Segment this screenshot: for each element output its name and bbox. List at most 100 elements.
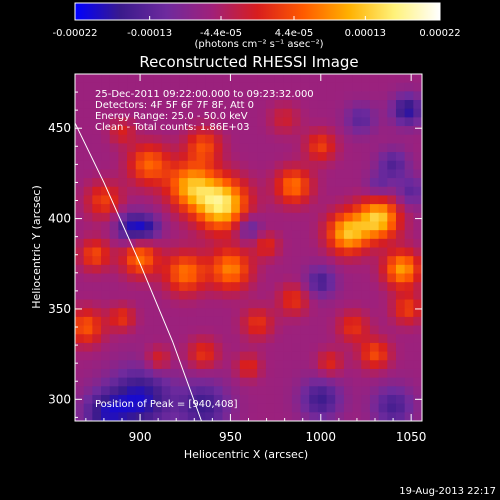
heatmap-cell	[75, 360, 85, 370]
solar-limb-line	[75, 121, 202, 421]
heatmap-cell	[92, 308, 102, 318]
heatmap-cell	[265, 134, 276, 144]
heatmap-cell	[83, 230, 93, 240]
heatmap-cell	[361, 195, 371, 205]
heatmap-cell	[352, 212, 362, 223]
heatmap-cell	[135, 117, 145, 127]
heatmap-cell	[213, 273, 224, 283]
heatmap-cell	[196, 264, 206, 275]
heatmap-cell	[361, 368, 371, 379]
heatmap-cell	[291, 282, 302, 292]
heatmap-cell	[413, 160, 422, 171]
heatmap-cell	[135, 195, 145, 205]
heatmap-cell	[361, 152, 371, 162]
heatmap-cell	[222, 82, 232, 92]
heatmap-cell	[239, 238, 250, 249]
heatmap-cell	[369, 368, 380, 379]
heatmap-cell	[343, 204, 354, 214]
heatmap-cell	[291, 100, 302, 110]
heatmap-cell	[300, 160, 310, 171]
heatmap-cell	[317, 368, 328, 379]
heatmap-cell	[343, 91, 354, 101]
heatmap-cell	[231, 282, 241, 292]
heatmap-cell	[291, 108, 302, 118]
heatmap-cell	[300, 247, 310, 257]
heatmap-cell	[265, 100, 276, 110]
heatmap-cell	[387, 282, 397, 292]
heatmap-cell	[222, 204, 232, 214]
heatmap-cell	[109, 212, 119, 223]
heatmap-cell	[291, 186, 302, 197]
heatmap-cell	[413, 368, 422, 379]
heatmap-cell	[75, 308, 85, 318]
heatmap-cell	[135, 152, 145, 162]
heatmap-cell	[326, 178, 336, 188]
heatmap-cell	[326, 204, 336, 214]
heatmap-cell	[83, 299, 93, 309]
heatmap-cell	[309, 386, 319, 396]
heatmap-cell	[179, 412, 189, 421]
heatmap-cell	[257, 143, 267, 153]
heatmap-cell	[352, 386, 362, 396]
heatmap-cell	[109, 143, 119, 153]
heatmap-cell	[222, 108, 232, 118]
heatmap-cell	[92, 169, 102, 179]
heatmap-cell	[361, 117, 371, 127]
heatmap-cell	[283, 108, 293, 118]
heatmap-cell	[369, 325, 380, 335]
heatmap-cell	[213, 108, 224, 118]
heatmap-cell	[213, 143, 224, 153]
heatmap-cell	[317, 221, 328, 231]
heatmap-cell	[309, 334, 319, 344]
heatmap-cell	[205, 91, 215, 101]
annotation-energy-range: Energy Range: 25.0 - 50.0 keV	[95, 111, 248, 122]
heatmap-cell	[257, 282, 267, 292]
heatmap-cell	[92, 256, 102, 266]
heatmap-cell	[283, 178, 293, 188]
heatmap-cell	[317, 282, 328, 292]
heatmap-cell	[352, 108, 362, 118]
heatmap-cell	[361, 74, 371, 84]
heatmap-cell	[239, 412, 250, 421]
heatmap-cell	[144, 160, 154, 171]
heatmap-cell	[118, 273, 128, 283]
heatmap-cell	[291, 195, 302, 205]
heatmap-cell	[170, 412, 180, 421]
heatmap-cell	[127, 264, 137, 275]
heatmap-cell	[361, 316, 371, 327]
heatmap-cell	[326, 195, 336, 205]
heatmap-cell	[274, 82, 284, 92]
heatmap-cell	[144, 325, 154, 335]
heatmap-cell	[153, 273, 163, 283]
heatmap-cell	[179, 256, 189, 266]
heatmap-cell	[187, 403, 198, 413]
heatmap-cell	[369, 117, 380, 127]
heatmap-cell	[222, 74, 232, 84]
heatmap-cell	[300, 412, 310, 421]
heatmap-cell	[369, 143, 380, 153]
heatmap-cell	[317, 230, 328, 240]
heatmap-cell	[326, 264, 336, 275]
annotation-block: 25-Dec-2011 09:22:00.000 to 09:23:32.000…	[95, 89, 314, 410]
heatmap-cell	[343, 368, 354, 379]
heatmap-cell	[231, 351, 241, 361]
heatmap-cell	[161, 186, 172, 197]
heatmap-cell	[378, 195, 388, 205]
heatmap-cell	[378, 412, 388, 421]
heatmap-cell	[378, 212, 388, 223]
heatmap-cell	[179, 282, 189, 292]
heatmap-cell	[404, 412, 414, 421]
heatmap-cell	[109, 247, 119, 257]
heatmap-cell	[127, 412, 137, 421]
heatmap-cell	[395, 230, 406, 240]
heatmap-cell	[300, 143, 310, 153]
heatmap-cell	[161, 342, 172, 353]
heatmap-cell	[161, 386, 172, 396]
heatmap-cell	[239, 264, 250, 275]
heatmap-cell	[213, 403, 224, 413]
heatmap-cell	[101, 74, 111, 84]
heatmap-cell	[83, 325, 93, 335]
heatmap-cell	[101, 143, 111, 153]
heatmap-cell	[352, 74, 362, 84]
heatmap-cell	[135, 108, 145, 118]
